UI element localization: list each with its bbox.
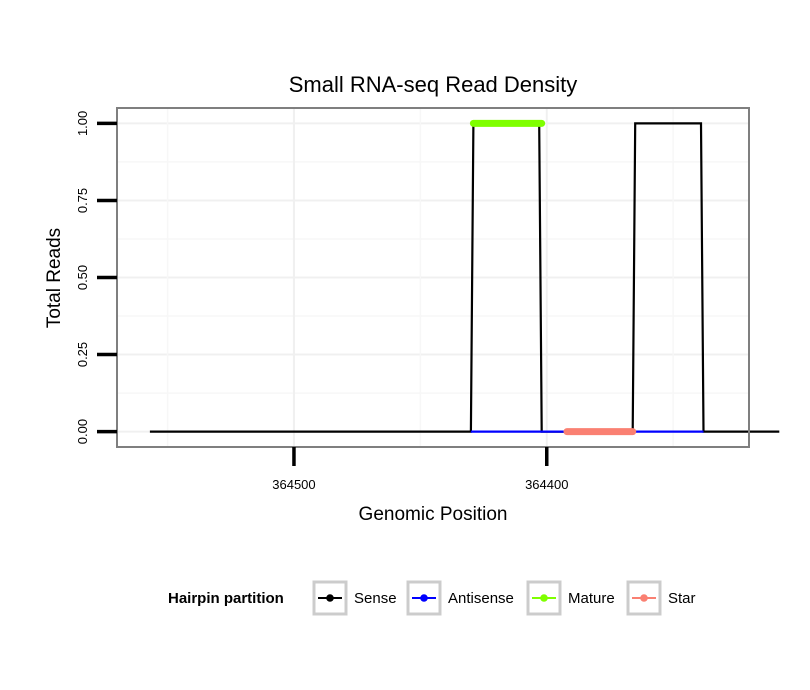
y-tick-label: 1.00 [75,111,90,136]
x-axis-title: Genomic Position [359,504,508,525]
legend-label: Star [668,590,696,607]
legend-item-sense: Sense [312,580,397,616]
legend-key-point [640,594,648,602]
grid [117,108,749,447]
legend-item-star: Star [626,580,696,616]
y-tick-label: 0.00 [75,419,90,444]
legend-key [526,580,562,616]
legend-label: Sense [354,590,397,607]
legend-key-point [326,594,334,602]
x-tick-label: 364500 [272,477,315,492]
legend: Hairpin partition Sense Antisense Mature St… [168,580,696,616]
legend-item-mature: Mature [526,580,615,616]
legend-label: Antisense [448,590,514,607]
y-axis: 0.00 0.25 0.50 0.75 1.00 [75,111,117,444]
chart-title: Small RNA-seq Read Density [289,72,578,97]
legend-items: Sense Antisense Mature Star [312,580,696,616]
x-tick-label: 364400 [525,477,568,492]
y-tick-label: 0.50 [75,265,90,290]
y-axis-title: Total Reads [44,228,65,328]
plot-panel [116,107,780,448]
y-tick-label: 0.25 [75,342,90,367]
x-axis: 364500 364400 [272,447,568,492]
legend-label: Mature [568,590,615,607]
legend-key-point [420,594,428,602]
series-layer [149,119,780,436]
y-tick-label: 0.75 [75,188,90,213]
legend-item-antisense: Antisense [406,580,514,616]
legend-title: Hairpin partition [168,590,284,607]
legend-key-point [540,594,548,602]
